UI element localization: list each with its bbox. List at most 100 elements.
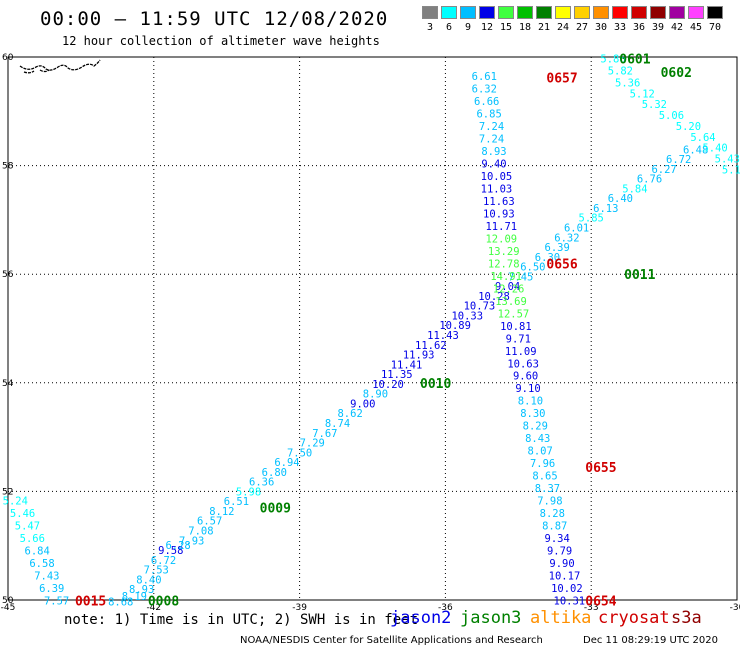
swh-value-point: 11.35 — [381, 369, 413, 381]
swh-value-point: 7.29 — [300, 438, 325, 450]
y-tick-label: 56 — [2, 270, 14, 280]
colorbar-swatch — [669, 6, 685, 19]
swh-value-point: 8.87 — [542, 521, 567, 533]
swh-value-point: 7.24 — [479, 133, 504, 145]
swh-value-point: 7.45 — [508, 271, 533, 283]
swh-value-point: 7.93 — [179, 535, 204, 547]
colorbar-swatch — [555, 6, 571, 19]
x-tick-label: -30 — [730, 603, 740, 613]
swh-value-point: 10.31 — [554, 596, 586, 608]
satellite-label-jason3: jason3 — [460, 608, 522, 628]
swh-value-point: 7.57 — [44, 596, 69, 608]
coastline — [19, 59, 101, 74]
satellite-label-s3a: s3a — [671, 608, 702, 628]
swh-value-point: 9.71 — [506, 333, 531, 345]
colorbar-swatch — [593, 6, 609, 19]
satellite-label-jason2: jason2 — [390, 608, 452, 628]
swh-value-point: 5.64 — [690, 132, 715, 144]
colorbar-label: 39 — [651, 22, 665, 33]
swh-value-point: 5.40 — [702, 143, 727, 155]
swh-value-point: 5.32 — [642, 99, 667, 111]
time-label: 0011 — [624, 268, 655, 283]
swh-value-point: 10.20 — [372, 379, 404, 391]
colorbar-label: 3 — [426, 22, 434, 33]
swh-value-point: 9.34 — [545, 533, 570, 545]
swh-value-point: 8.68 — [108, 597, 133, 609]
x-tick-label: -33 — [584, 603, 599, 613]
swh-value-point: 8.40 — [136, 574, 161, 586]
colorbar-swatch — [650, 6, 666, 19]
swh-value-point: 10.17 — [549, 571, 581, 583]
swh-value-point: 8.93 — [481, 146, 506, 158]
swh-value-point: 6.57 — [197, 516, 222, 528]
swh-value-point: 5.84 — [622, 183, 647, 195]
swh-value-point: 9.79 — [547, 546, 572, 558]
colorbar-label: 12 — [480, 22, 494, 33]
swh-value-point: 6.39 — [545, 242, 570, 254]
x-tick-label: -45 — [1, 603, 16, 613]
time-label: 0602 — [661, 66, 692, 81]
swh-value-point: 5.12 — [630, 88, 655, 100]
colorbar-label: 42 — [670, 22, 684, 33]
footer-timestamp: Dec 11 08:29:19 UTC 2020 — [583, 635, 718, 646]
swh-value-point: 7.43 — [34, 571, 59, 583]
swh-value-point: 9.58 — [158, 545, 183, 557]
x-tick-label: -36 — [438, 603, 453, 613]
swh-value-point: 7.50 — [287, 447, 312, 459]
swh-value-point: 6.50 — [520, 262, 545, 274]
swh-value-point: 9.04 — [495, 281, 520, 293]
swh-value-point: 10.33 — [451, 310, 483, 322]
swh-value-point: 8.30 — [520, 408, 545, 420]
colorbar-label: 27 — [575, 22, 589, 33]
swh-value-point: 6.72 — [151, 555, 176, 567]
swh-value-point: 13.69 — [495, 296, 527, 308]
colorbar-label: 18 — [518, 22, 532, 33]
swh-value-point: 6.48 — [683, 144, 708, 156]
colorbar-label: 15 — [499, 22, 513, 33]
swh-value-point: 12.57 — [498, 308, 530, 320]
swh-value-point: 6.72 — [666, 154, 691, 166]
swh-value-point: 7.24 — [479, 121, 504, 133]
swh-value-point: 5.98 — [236, 486, 261, 498]
swh-value-point: 5.43 — [715, 154, 740, 166]
swh-value-point: 7.53 — [144, 565, 169, 577]
time-label: 0015 — [75, 595, 106, 610]
swh-value-point: 9.60 — [513, 371, 538, 383]
time-label: 0009 — [260, 502, 291, 517]
swh-value-point: 8.93 — [129, 584, 154, 596]
swh-value-point: 6.85 — [476, 108, 501, 120]
swh-value-point: 6.28 — [165, 540, 190, 552]
swh-value-point: 11.62 — [415, 340, 447, 352]
swh-value-point: 8.29 — [523, 421, 548, 433]
swh-value-point: 14.91 — [490, 271, 522, 283]
time-label: 0601 — [619, 53, 650, 68]
swh-value-point: 11.41 — [391, 359, 423, 371]
swh-value-point: 5.47 — [15, 521, 40, 533]
time-label: 0656 — [546, 257, 577, 272]
swh-value-point: 11.03 — [481, 183, 513, 195]
swh-value-point: 11.43 — [427, 330, 459, 342]
swh-value-point: 8.19 — [122, 591, 147, 603]
swh-value-point: 10.93 — [483, 208, 515, 220]
swh-value-point: 10.28 — [478, 291, 510, 303]
swh-value-point: 5.82 — [608, 66, 633, 78]
swh-value-point: 10.81 — [500, 321, 532, 333]
y-tick-label: 58 — [2, 162, 14, 172]
swh-value-point: 9.90 — [549, 558, 574, 570]
swh-value-point: 12.09 — [485, 233, 517, 245]
swh-value-point: 11.09 — [505, 346, 537, 358]
colorbar-label: 36 — [632, 22, 646, 33]
swh-value-point: 6.80 — [262, 467, 287, 479]
colorbar-label: 24 — [556, 22, 570, 33]
swh-value-point: 7.08 — [188, 525, 213, 537]
swh-value-point: 5.46 — [10, 508, 35, 520]
colorbar-label: 33 — [613, 22, 627, 33]
colorbar-label: 9 — [464, 22, 472, 33]
colorbar-swatch — [612, 6, 628, 19]
swh-value-point: 6.84 — [25, 546, 50, 558]
time-label: 0657 — [546, 72, 577, 87]
colorbar-swatch — [517, 6, 533, 19]
swh-value-point: 6.36 — [249, 477, 274, 489]
colorbar-swatch — [574, 6, 590, 19]
footer-credit: NOAA/NESDIS Center for Satellite Applica… — [240, 635, 543, 646]
